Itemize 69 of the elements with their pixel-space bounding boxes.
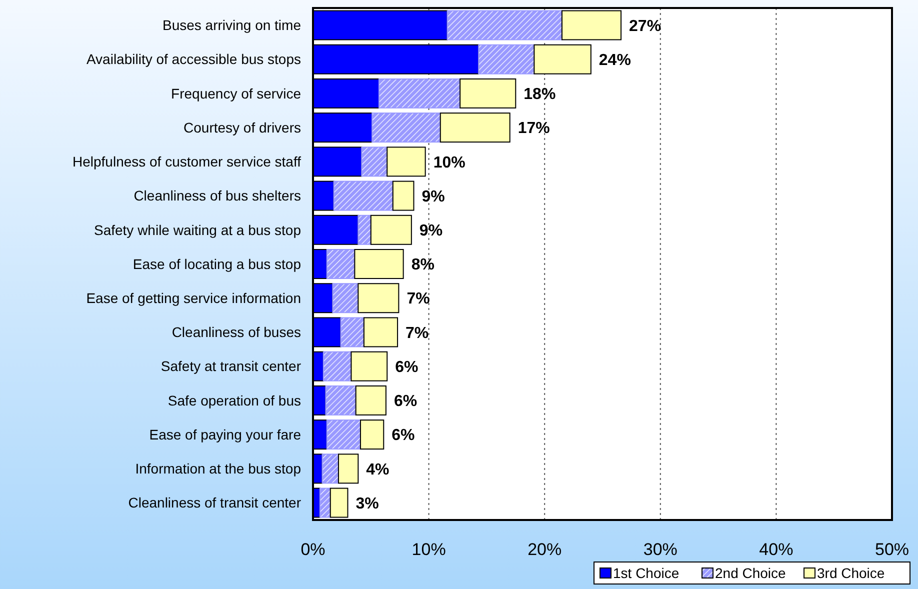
text: 24% xyxy=(598,52,631,69)
bar xyxy=(338,454,359,484)
bar xyxy=(333,180,394,211)
text: 17% xyxy=(518,120,550,138)
legend-label: 1st Choice xyxy=(613,564,680,581)
bar xyxy=(354,249,404,279)
y-tick-label: Cleanliness of transit center xyxy=(128,494,302,511)
x-tick-label: 20% xyxy=(528,540,562,559)
bar xyxy=(355,385,386,416)
text: 4% xyxy=(366,461,390,478)
y-tick-label: Helpfulness of customer service staff xyxy=(72,154,302,170)
bar xyxy=(478,44,535,74)
x-tick-label: 40% xyxy=(759,540,794,559)
x-tick-label: 10% xyxy=(412,540,446,559)
legend-label: 3rd Choice xyxy=(817,564,885,581)
bar xyxy=(358,283,400,314)
bar xyxy=(322,351,352,382)
bar xyxy=(534,44,592,74)
bar xyxy=(350,351,388,382)
y-tick-label: Frequency of service xyxy=(171,85,302,102)
text: 9% xyxy=(419,222,443,240)
y-tick-label: Safety at transit center xyxy=(160,358,302,374)
text: 27% xyxy=(629,18,662,35)
bar xyxy=(326,420,361,450)
y-tick-label: Ease of paying your fare xyxy=(149,426,302,442)
bar xyxy=(330,488,348,518)
x-tick-label: 0% xyxy=(300,540,326,559)
bar xyxy=(340,317,364,348)
bar xyxy=(386,146,426,177)
text: 10% xyxy=(433,154,466,172)
y-tick-label: Cleanliness of buses xyxy=(172,324,301,340)
y-tick-label: Availability of accessible bus stops xyxy=(86,51,301,68)
bar xyxy=(325,385,356,416)
bar xyxy=(460,78,516,108)
bar xyxy=(440,112,510,143)
x-tick-label: 50% xyxy=(874,540,910,559)
bar xyxy=(561,10,622,40)
x-tick-label: 30% xyxy=(643,540,678,559)
text: 6% xyxy=(394,393,418,410)
legend-label: 2nd Choice xyxy=(715,564,786,581)
y-tick-label: Safe operation of bus xyxy=(168,392,301,408)
y-tick-label: Buses arriving on time xyxy=(162,17,302,34)
bar xyxy=(392,180,414,211)
bar xyxy=(361,146,388,177)
y-tick-label: Courtesy of drivers xyxy=(184,119,301,136)
bar xyxy=(332,283,359,314)
text: 8% xyxy=(411,256,434,274)
y-tick-label: Ease of locating a bus stop xyxy=(132,256,302,272)
bar xyxy=(319,488,331,518)
bar xyxy=(378,78,461,108)
text: 7% xyxy=(406,324,429,342)
bar xyxy=(363,317,398,348)
y-tick-label: Ease of getting service information xyxy=(86,290,301,306)
text: 6% xyxy=(392,427,415,444)
text: 9% xyxy=(422,188,445,206)
text: 6% xyxy=(395,358,418,376)
bar xyxy=(358,214,372,245)
bar xyxy=(322,454,339,484)
bar xyxy=(370,214,412,245)
text: 3% xyxy=(356,495,379,512)
bar xyxy=(372,112,441,143)
text: 7% xyxy=(406,290,430,308)
y-tick-label: Cleanliness of bus shelters xyxy=(134,188,301,204)
bar xyxy=(446,10,562,40)
bar xyxy=(326,249,356,279)
bar xyxy=(360,420,384,450)
text: 18% xyxy=(524,86,556,104)
y-tick-label: Safety while waiting at a bus stop xyxy=(94,222,302,238)
y-tick-label: Information at the bus stop xyxy=(135,460,302,477)
